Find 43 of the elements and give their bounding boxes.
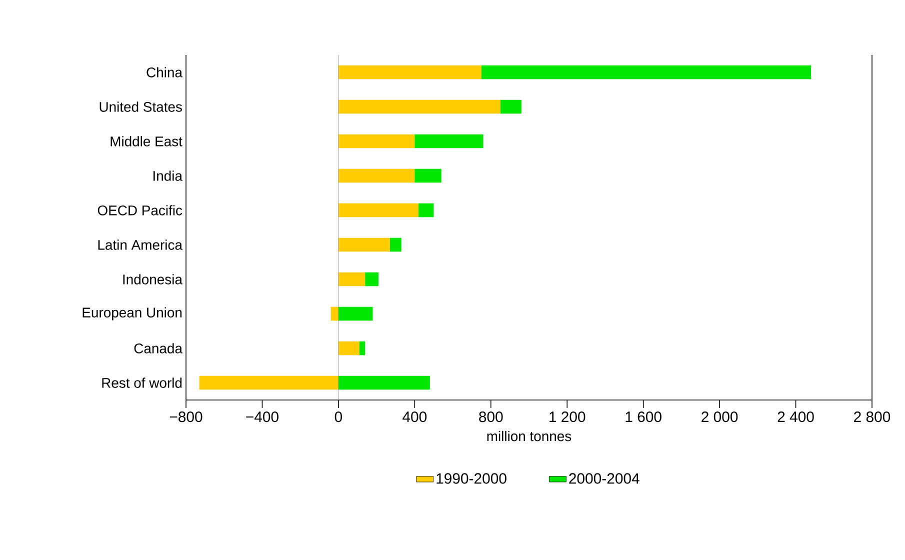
- bar: [330, 306, 338, 321]
- x-tick-label: 2 400: [778, 412, 814, 422]
- bar: [338, 134, 415, 148]
- y-tick-label: Canada: [134, 343, 182, 354]
- bar: [338, 272, 366, 286]
- bar: [365, 272, 378, 286]
- bar: [338, 203, 418, 218]
- x-tick-label: 1 200: [550, 412, 586, 422]
- y-tick-label: India: [154, 170, 182, 181]
- y-tick-label: Rest of world: [102, 378, 182, 388]
- y-tick-label: Middle East: [110, 136, 182, 146]
- bar: [338, 341, 360, 356]
- bar: [418, 203, 434, 218]
- y-tick-label: China: [146, 67, 182, 78]
- y-tick-label: United States: [100, 102, 182, 112]
- bar: [338, 100, 500, 114]
- bar: [338, 306, 373, 321]
- x-tick-label: −400: [246, 412, 278, 422]
- y-tick-label: European Union: [82, 307, 182, 320]
- bar: [338, 168, 415, 183]
- x-tick-label: 800: [479, 412, 503, 422]
- x-tick-label: 2 000: [702, 412, 738, 422]
- bar: [359, 341, 366, 356]
- y-tick-label: OECD Pacific: [98, 205, 182, 216]
- bar: [390, 238, 402, 252]
- x-tick-label: 2 800: [854, 412, 890, 422]
- x-tick-label: −800: [170, 412, 202, 422]
- x-axis-title: million tonnes: [487, 430, 572, 442]
- bar: [414, 168, 442, 183]
- y-tick-label: Latin America: [98, 240, 182, 250]
- x-tick-label: 400: [402, 412, 427, 422]
- bar: [481, 65, 812, 80]
- y-tick-label: Indonesia: [123, 274, 182, 284]
- bar: [199, 376, 338, 390]
- x-tick-label: 1 600: [626, 412, 662, 422]
- x-tick-label: 0: [334, 412, 342, 422]
- bar: [338, 65, 482, 80]
- legend-label: 1990-2000: [436, 473, 506, 484]
- bar: [500, 100, 522, 114]
- bar: [414, 134, 484, 148]
- bar: [338, 376, 430, 390]
- bar: [338, 238, 390, 252]
- legend-label: 2000-2004: [569, 473, 640, 484]
